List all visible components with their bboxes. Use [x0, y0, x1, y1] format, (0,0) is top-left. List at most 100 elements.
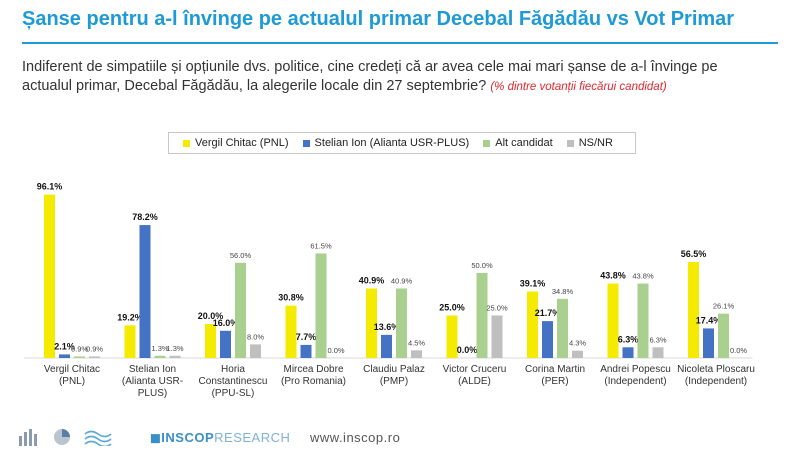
data-label: 0.0%	[457, 345, 478, 355]
bar	[285, 305, 297, 358]
category-label: (PPU-SL)	[212, 388, 255, 399]
bar	[315, 253, 327, 358]
legend-swatch	[483, 139, 491, 147]
data-label: 56.5%	[681, 249, 707, 259]
legend-swatch	[183, 139, 190, 147]
data-label: 26.1%	[713, 302, 735, 311]
bar	[607, 283, 619, 358]
data-label: 4.5%	[408, 338, 425, 347]
data-label: 0.9%	[71, 344, 88, 353]
category-label: Nicoleta Ploscaru	[677, 364, 755, 375]
category-label: Victor Cruceru	[443, 364, 507, 375]
bar	[205, 324, 216, 358]
data-label: 30.8%	[278, 293, 304, 303]
data-label: 8.0%	[247, 332, 264, 341]
bar	[637, 283, 649, 358]
website-link[interactable]: www.inscop.ro	[310, 430, 401, 445]
bar	[688, 261, 699, 358]
legend-swatch	[302, 139, 310, 147]
data-label: 6.3%	[618, 334, 639, 344]
bar	[557, 298, 568, 358]
category-label: Stelian Ion	[129, 364, 176, 375]
bar	[59, 354, 70, 358]
data-label: 50.0%	[471, 261, 493, 270]
data-label: 4.3%	[569, 339, 586, 348]
category-label: Vergil Chitac	[44, 364, 100, 375]
category-label: (ALDE)	[458, 376, 491, 387]
data-label: 1.3%	[151, 344, 168, 353]
legend-item: Stelian Ion (Alianta USR-PLUS)	[302, 137, 470, 149]
category-label: Mircea Dobre	[283, 364, 343, 375]
bar	[703, 328, 714, 358]
legend-label: NS/NR	[578, 137, 613, 149]
category-label: (PER)	[541, 376, 568, 387]
bar	[542, 321, 553, 358]
question-note: (% dintre votanții fiecărui candidat)	[490, 81, 667, 93]
data-label: 39.1%	[520, 279, 546, 289]
survey-question: Indiferent de simpatiile și opțiunile dv…	[22, 58, 762, 97]
category-label: Constantinescu	[199, 376, 268, 387]
data-label: 34.8%	[552, 287, 574, 296]
bar	[381, 334, 392, 358]
bar	[250, 344, 261, 358]
category-label: Andrei Popescu	[600, 364, 671, 375]
category-label: (Alianta USR-	[122, 376, 183, 387]
bar	[124, 325, 136, 358]
bar	[622, 347, 634, 358]
bar	[527, 291, 538, 358]
bar	[446, 315, 458, 358]
bar	[476, 273, 488, 358]
bar	[300, 344, 312, 358]
data-label: 43.8%	[632, 272, 654, 281]
category-label: (PNL)	[59, 376, 85, 387]
question-text: Indiferent de simpatiile și opțiunile dv…	[22, 59, 718, 94]
legend-item: Alt candidat	[483, 137, 553, 149]
legend-swatch	[566, 139, 574, 147]
data-label: 2.1%	[54, 341, 75, 351]
data-label: 0.0%	[730, 346, 747, 355]
bar	[366, 288, 377, 358]
category-label: (Independent)	[604, 376, 666, 387]
category-label: Corina Martin	[525, 364, 585, 375]
bar	[235, 262, 246, 358]
legend-item: Vergil Chitac (PNL)	[183, 137, 289, 149]
bar-chart-icon	[19, 429, 37, 446]
category-label: Horia	[221, 364, 245, 375]
bar	[411, 350, 422, 358]
category-label: PLUS)	[138, 388, 167, 399]
bar	[139, 225, 151, 358]
category-label: (Independent)	[685, 376, 747, 387]
bar	[491, 315, 503, 358]
bar	[652, 347, 664, 358]
data-label: 78.2%	[132, 212, 158, 222]
category-label: (Pro Romania)	[281, 376, 346, 387]
data-label: 96.1%	[37, 182, 63, 192]
bar	[154, 355, 166, 358]
data-label: 7.7%	[296, 332, 317, 342]
chart-legend: Vergil Chitac (PNL) Stelian Ion (Alianta …	[168, 132, 636, 154]
bar	[220, 330, 231, 358]
data-label: 25.0%	[439, 303, 465, 313]
page-title: Șanse pentru a-l învinge pe actualul pri…	[22, 8, 735, 30]
legend-label: Vergil Chitac (PNL)	[195, 137, 289, 149]
data-label: 21.7%	[535, 308, 561, 318]
legend-label: Stelian Ion (Alianta USR-PLUS)	[314, 137, 470, 149]
data-label: 13.6%	[374, 322, 400, 332]
data-label: 25.0%	[486, 304, 508, 313]
data-label: 40.9%	[359, 275, 385, 285]
bar	[572, 350, 583, 358]
bar	[89, 356, 100, 358]
bar	[44, 194, 55, 358]
wave-icon	[84, 430, 112, 446]
data-label: 0.0%	[327, 346, 344, 355]
bar	[74, 356, 85, 358]
data-label: 20.0%	[198, 311, 224, 321]
data-label: 17.4%	[696, 315, 722, 325]
data-label: 0.9%	[86, 344, 103, 353]
data-label: 19.2%	[117, 312, 143, 322]
bar	[718, 313, 729, 358]
bar	[396, 288, 407, 358]
data-label: 56.0%	[230, 251, 252, 260]
data-label: 6.3%	[649, 335, 666, 344]
legend-item: NS/NR	[566, 137, 613, 149]
